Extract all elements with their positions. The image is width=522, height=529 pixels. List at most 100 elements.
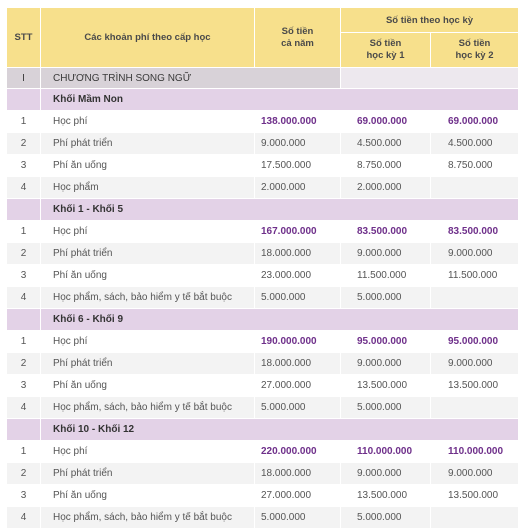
section-row: I CHƯƠNG TRÌNH SONG NGỮ: [6, 67, 520, 89]
fee-year-amount: 5.000.000: [254, 286, 341, 309]
fee-row: 2 Phí phát triển 18.000.000 9.000.000 9.000.…: [6, 242, 520, 265]
fee-sem1-amount: 8.750.000: [340, 154, 431, 177]
fee-sem1-amount: 95.000.000: [340, 330, 431, 353]
fee-stt: 1: [6, 110, 41, 133]
fee-year-amount: 27.000.000: [254, 374, 341, 397]
fee-year-amount: 190.000.000: [254, 330, 341, 353]
fee-year-amount: 5.000.000: [254, 506, 341, 529]
group-title: Khối Mầm Non: [39, 88, 520, 111]
fee-stt: 4: [6, 506, 41, 529]
fee-sem1-amount: 11.500.000: [340, 264, 431, 287]
fee-name: Phí phát triển: [40, 352, 255, 375]
fee-stt: 2: [6, 132, 41, 155]
fee-stt: 2: [6, 462, 41, 485]
section-title: CHƯƠNG TRÌNH SONG NGỮ: [40, 67, 341, 89]
header-sem1-line1: Số tiền: [369, 38, 402, 49]
group-stt: [6, 418, 41, 441]
fee-sem1-amount: 9.000.000: [340, 352, 431, 375]
fee-sem1-amount: 9.000.000: [340, 242, 431, 265]
fee-row: 4 Học phẩm, sách, bảo hiểm y tế bắt buộc 5…: [6, 286, 520, 309]
fee-stt: 3: [6, 154, 41, 177]
group-row: Khối 10 - Khối 12: [6, 418, 520, 441]
fee-name: Học phí: [40, 330, 255, 353]
header-semesters: Số tiền theo học kỳ: [339, 7, 520, 33]
fee-stt: 4: [6, 396, 41, 419]
fee-name: Học phẩm, sách, bảo hiểm y tế bắt buộc: [40, 286, 255, 309]
header-fee-name: Các khoản phí theo cấp học: [40, 7, 255, 68]
fee-sem2-amount: 9.000.000: [429, 352, 520, 375]
fee-year-amount: 18.000.000: [254, 352, 341, 375]
fee-name: Học phí: [40, 110, 255, 133]
fee-sem2-amount: 95.000.000: [429, 330, 520, 353]
header-year-line2: cả năm: [281, 37, 314, 49]
fee-sem1-amount: 9.000.000: [340, 462, 431, 485]
group-stt: [6, 308, 41, 331]
fee-table: STT Các khoản phí theo cấp học Số tiền c…: [6, 7, 520, 529]
fee-name: Học phí: [40, 220, 255, 243]
fee-sem1-amount: 5.000.000: [340, 286, 431, 309]
fee-sem2-amount: 11.500.000: [429, 264, 520, 287]
fee-name: Phí ăn uống: [40, 484, 255, 507]
fee-year-amount: 18.000.000: [254, 462, 341, 485]
fee-name: Phí phát triển: [40, 242, 255, 265]
fee-sem1-amount: 5.000.000: [340, 506, 431, 529]
fee-row: 2 Phí phát triển 18.000.000 9.000.000 9.000.…: [6, 462, 520, 485]
fee-name: Phí phát triển: [40, 132, 255, 155]
fee-name: Phí ăn uống: [40, 374, 255, 397]
fee-stt: 2: [6, 352, 41, 375]
fee-row: 1 Học phí 220.000.000 110.000.000 110.000.00…: [6, 440, 520, 463]
fee-stt: 3: [6, 484, 41, 507]
fee-row: 2 Phí phát triển 9.000.000 4.500.000 4.500.0…: [6, 132, 520, 155]
fee-stt: 4: [6, 176, 41, 199]
fee-row: 3 Phí ăn uống 23.000.000 11.500.000 11.500.0…: [6, 264, 520, 287]
fee-sem2-amount: [429, 176, 520, 199]
fee-name: Phí ăn uống: [40, 264, 255, 287]
fee-sem2-amount: 110.000.000: [429, 440, 520, 463]
fee-year-amount: 220.000.000: [254, 440, 341, 463]
group-stt: [6, 88, 41, 111]
fee-stt: 1: [6, 330, 41, 353]
header-sem1: Số tiền học kỳ 1: [340, 32, 431, 68]
fee-row: 1 Học phí 190.000.000 95.000.000 95.000.000: [6, 330, 520, 353]
fee-row: 3 Phí ăn uống 27.000.000 13.500.000 13.500.0…: [6, 484, 520, 507]
header-sem2-line2: học kỳ 2: [455, 50, 494, 61]
fee-row: 2 Phí phát triển 18.000.000 9.000.000 9.000.…: [6, 352, 520, 375]
fee-sem2-amount: 9.000.000: [429, 462, 520, 485]
fee-table-header: STT Các khoản phí theo cấp học Số tiền c…: [6, 7, 520, 68]
fee-stt: 3: [6, 264, 41, 287]
fee-sem2-amount: 13.500.000: [429, 374, 520, 397]
fee-row: 3 Phí ăn uống 27.000.000 13.500.000 13.500.0…: [6, 374, 520, 397]
fee-sem1-amount: 13.500.000: [340, 484, 431, 507]
header-sem1-line2: học kỳ 1: [366, 50, 405, 61]
fee-name: Học phí: [40, 440, 255, 463]
fee-name: Phí phát triển: [40, 462, 255, 485]
fee-year-amount: 27.000.000: [254, 484, 341, 507]
fee-stt: 4: [6, 286, 41, 309]
fee-stt: 2: [6, 242, 41, 265]
fee-row: 1 Học phí 167.000.000 83.500.000 83.500.000: [6, 220, 520, 243]
fee-year-amount: 167.000.000: [254, 220, 341, 243]
fee-sem1-amount: 69.000.000: [340, 110, 431, 133]
fee-stt: 1: [6, 440, 41, 463]
header-sem2-line1: Số tiền: [458, 38, 491, 49]
header-stt: STT: [6, 7, 41, 68]
fee-sem1-amount: 13.500.000: [340, 374, 431, 397]
fee-sem2-amount: 8.750.000: [429, 154, 520, 177]
header-sem2: Số tiền học kỳ 2: [429, 32, 520, 68]
group-row: Khối 6 - Khối 9: [6, 308, 520, 331]
group-row: Khối 1 - Khối 5: [6, 198, 520, 221]
fee-year-amount: 18.000.000: [254, 242, 341, 265]
fee-sem2-amount: 13.500.000: [429, 484, 520, 507]
fee-row: 1 Học phí 138.000.000 69.000.000 69.000.000: [6, 110, 520, 133]
fee-row: 3 Phí ăn uống 17.500.000 8.750.000 8.750.000: [6, 154, 520, 177]
section-stt: I: [6, 67, 41, 89]
fee-sem2-amount: 83.500.000: [429, 220, 520, 243]
fee-stt: 1: [6, 220, 41, 243]
fee-sem2-amount: 9.000.000: [429, 242, 520, 265]
fee-table-body: I CHƯƠNG TRÌNH SONG NGỮ Khối Mầm Non 1 Học…: [6, 67, 520, 529]
fee-name: Học phẩm, sách, bảo hiểm y tế bắt buộc: [40, 506, 255, 529]
fee-name: Học phẩm, sách, bảo hiểm y tế bắt buộc: [40, 396, 255, 419]
group-title: Khối 1 - Khối 5: [39, 198, 520, 221]
fee-sem1-amount: 5.000.000: [340, 396, 431, 419]
fee-sem2-amount: 69.000.000: [429, 110, 520, 133]
